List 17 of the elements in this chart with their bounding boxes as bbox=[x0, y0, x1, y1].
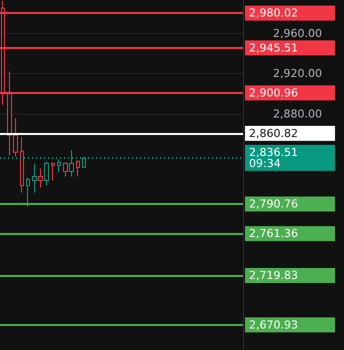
ref-line-label: 2,900.96 bbox=[249, 86, 298, 100]
candlestick bbox=[76, 160, 80, 178]
candlestick bbox=[57, 158, 61, 173]
candlestick bbox=[26, 177, 30, 208]
ref-line-label: 2,860.82 bbox=[249, 126, 298, 140]
y-tick-label: 2,880.00 bbox=[273, 107, 322, 120]
candlestick bbox=[20, 136, 24, 194]
candlestick bbox=[51, 162, 55, 182]
ref-line-label: 2,836.51 09:34 bbox=[249, 146, 298, 170]
y-tick-label: 2,920.00 bbox=[273, 67, 322, 80]
y-tick-label: 2,960.00 bbox=[273, 26, 322, 40]
ref-line-label: 2,980.02 bbox=[249, 6, 298, 20]
ref-line-label: 2,790.76 bbox=[249, 197, 298, 210]
ref-line-label: 2,945.51 bbox=[249, 41, 298, 54]
ref-line-label: 2,761.36 bbox=[249, 227, 298, 240]
ref-line-label: 2,719.83 bbox=[249, 269, 298, 282]
ref-line-label: 2,670.93 bbox=[249, 318, 298, 332]
